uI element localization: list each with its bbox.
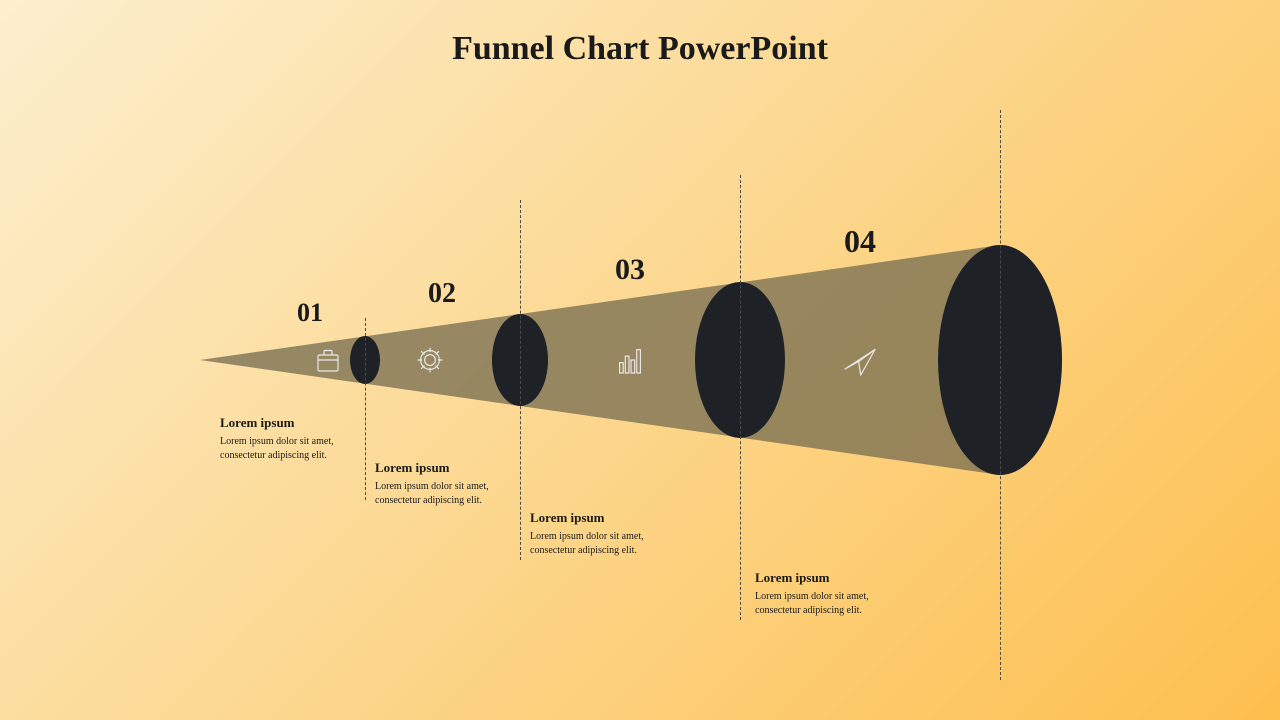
caption-heading: Lorem ipsum [755, 570, 915, 586]
stage-divider [740, 175, 741, 620]
stage-caption: Lorem ipsum Lorem ipsum dolor sit amet, c… [530, 510, 690, 557]
stage-caption: Lorem ipsum Lorem ipsum dolor sit amet, c… [375, 460, 535, 507]
stage-number: 02 [428, 278, 456, 310]
caption-heading: Lorem ipsum [375, 460, 535, 476]
stage-divider [365, 318, 366, 500]
caption-heading: Lorem ipsum [220, 415, 380, 431]
caption-body: Lorem ipsum dolor sit amet, consectetur … [530, 530, 690, 557]
stage-number: 01 [297, 298, 323, 328]
stage-divider [1000, 110, 1001, 680]
caption-body: Lorem ipsum dolor sit amet, consectetur … [220, 435, 380, 462]
caption-heading: Lorem ipsum [530, 510, 690, 526]
stage-number: 03 [615, 253, 645, 287]
funnel-cone [0, 0, 1280, 720]
caption-body: Lorem ipsum dolor sit amet, consectetur … [375, 480, 535, 507]
stage-caption: Lorem ipsum Lorem ipsum dolor sit amet, c… [220, 415, 380, 462]
stage-caption: Lorem ipsum Lorem ipsum dolor sit amet, c… [755, 570, 915, 617]
stage-number: 04 [844, 223, 876, 260]
caption-body: Lorem ipsum dolor sit amet, consectetur … [755, 590, 915, 617]
